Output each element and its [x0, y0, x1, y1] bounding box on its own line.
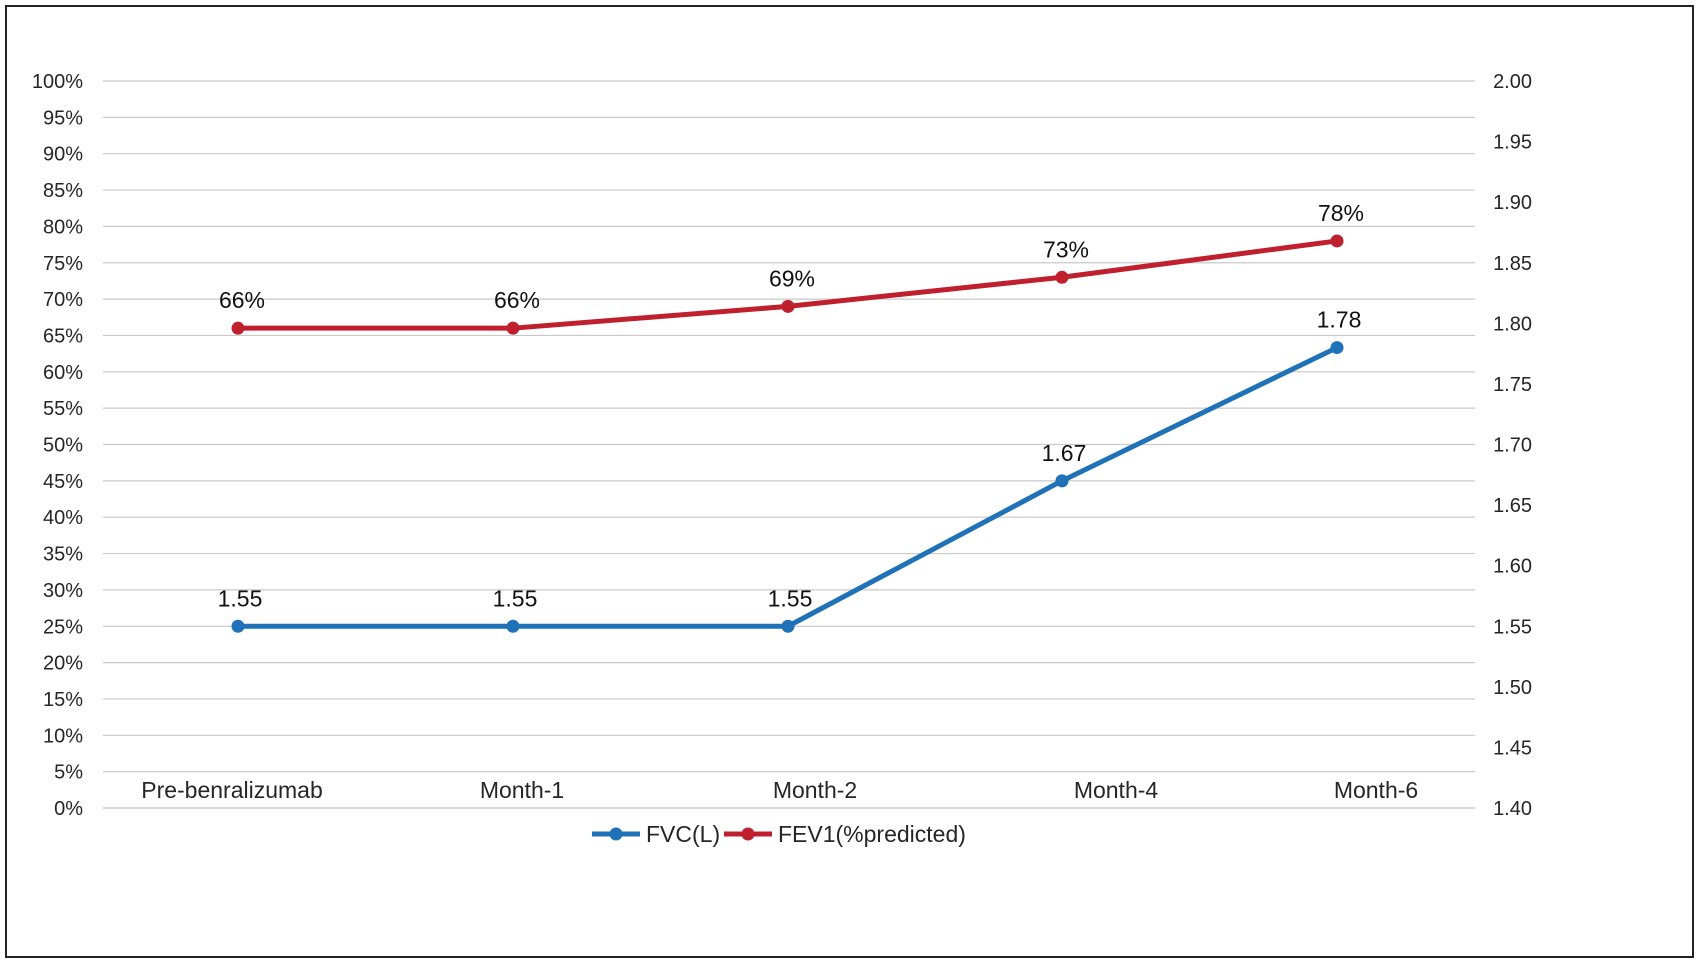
y-left-tick-label: 65%: [43, 325, 83, 347]
data-label: 1.55: [218, 585, 263, 611]
data-point: [1055, 270, 1069, 284]
data-label: 1.78: [1317, 307, 1362, 333]
legend-marker: [741, 827, 755, 841]
data-point: [506, 321, 520, 335]
y-left-tick-label: 15%: [43, 689, 83, 711]
data-label: 1.55: [493, 585, 538, 611]
y-left-tick-label: 50%: [43, 435, 83, 457]
x-category-label: Month-1: [480, 777, 564, 803]
y-right-tick-label: 1.95: [1493, 132, 1532, 154]
legend-label: FVC(L): [646, 821, 720, 847]
data-point: [1330, 234, 1344, 248]
data-point: [1330, 341, 1344, 355]
data-label: 66%: [494, 287, 540, 313]
y-right-tick-label: 1.75: [1493, 374, 1532, 396]
y-right-tick-label: 1.45: [1493, 737, 1532, 759]
x-category-label: Month-6: [1334, 777, 1418, 803]
y-left-tick-label: 30%: [43, 580, 83, 602]
data-label: 66%: [219, 287, 265, 313]
y-left-tick-label: 0%: [54, 798, 83, 820]
data-point: [1055, 474, 1069, 488]
y-left-tick-label: 5%: [54, 762, 83, 784]
data-label: 69%: [769, 265, 815, 291]
y-left-tick-label: 40%: [43, 507, 83, 529]
x-category-label: Month-4: [1074, 777, 1159, 803]
y-left-tick-label: 25%: [43, 616, 83, 638]
y-left-tick-label: 75%: [43, 253, 83, 275]
y-right-tick-label: 1.85: [1493, 253, 1532, 275]
y-left-tick-label: 100%: [32, 71, 83, 93]
data-point: [781, 619, 795, 633]
line-chart: 0% 5% 10% 15% 20% 25% 30% 35% 40% 45% 50% 55% 60% 65%…: [32, 71, 1532, 847]
x-category-label: Pre-benralizumab: [141, 777, 323, 803]
data-label: 78%: [1318, 200, 1364, 226]
y-right-tick-label: 1.80: [1493, 313, 1532, 335]
y-left-tick-label: 90%: [43, 144, 83, 166]
y-left-tick-label: 20%: [43, 653, 83, 675]
data-label: 1.55: [768, 585, 813, 611]
legend-marker: [609, 827, 623, 841]
y-right-tick-label: 1.60: [1493, 556, 1532, 578]
y-left-tick-label: 35%: [43, 544, 83, 566]
data-label: 1.67: [1042, 440, 1087, 466]
x-category-label: Month-2: [773, 777, 857, 803]
y-left-tick-label: 55%: [43, 398, 83, 420]
y-right-tick-label: 1.50: [1493, 677, 1532, 699]
y-right-tick-label: 1.40: [1493, 798, 1532, 820]
y-right-tick-label: 1.55: [1493, 616, 1532, 638]
data-point: [781, 299, 795, 313]
y-left-tick-label: 70%: [43, 289, 83, 311]
legend-label: FEV1(%predicted): [778, 821, 966, 847]
y-left-tick-label: 60%: [43, 362, 83, 384]
y-right-tick-label: 1.70: [1493, 435, 1532, 457]
chart-frame: 0% 5% 10% 15% 20% 25% 30% 35% 40% 45% 50% 55% 60% 65%…: [5, 5, 1694, 958]
data-label: 73%: [1043, 236, 1089, 262]
y-left-tick-label: 85%: [43, 180, 83, 202]
y-right-tick-label: 1.65: [1493, 495, 1532, 517]
y-right-tick-label: 2.00: [1493, 71, 1532, 93]
y-right-tick-label: 1.90: [1493, 192, 1532, 214]
y-left-tick-label: 95%: [43, 107, 83, 129]
y-left-tick-label: 10%: [43, 725, 83, 747]
data-point: [231, 321, 245, 335]
data-point: [231, 619, 245, 633]
y-left-tick-label: 80%: [43, 216, 83, 238]
data-point: [506, 619, 520, 633]
y-left-tick-label: 45%: [43, 471, 83, 493]
